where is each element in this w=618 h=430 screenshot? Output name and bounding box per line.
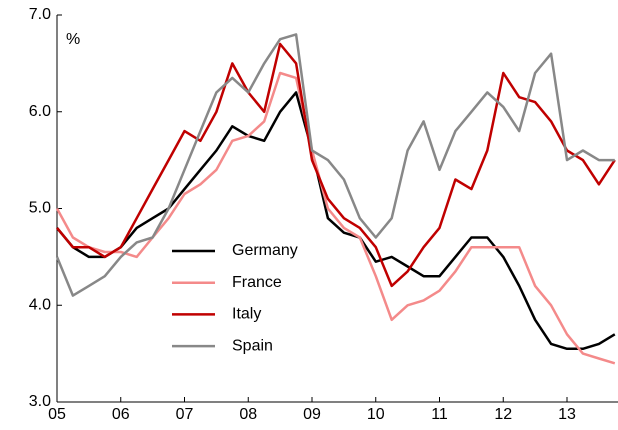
legend-label: Germany: [232, 242, 298, 259]
x-tick-label: 13: [558, 406, 576, 423]
x-tick-label: 12: [494, 406, 512, 423]
y-tick-label: 4.0: [29, 296, 51, 313]
unit-annotation: %: [66, 31, 80, 48]
y-tick-label: 6.0: [29, 103, 51, 120]
series-line: [55, 33, 615, 297]
series-line: [55, 71, 616, 365]
x-tick-label: 10: [367, 406, 385, 423]
y-tick-label: 5.0: [29, 200, 51, 217]
y-tick-label: 7.0: [29, 6, 51, 23]
x-tick-label: 08: [239, 406, 257, 423]
series-line: [56, 42, 616, 288]
x-tick-label: 05: [48, 406, 66, 423]
legend-label: Spain: [232, 337, 273, 354]
legend-label: Italy: [232, 306, 261, 323]
x-tick-label: 06: [112, 406, 130, 423]
series-line: [56, 91, 616, 351]
y-tick-label: 3.0: [29, 393, 51, 410]
x-tick-label: 11: [431, 406, 448, 423]
x-tick-label: 07: [176, 406, 194, 423]
x-tick-label: 09: [303, 406, 321, 423]
legend-label: France: [232, 274, 282, 291]
